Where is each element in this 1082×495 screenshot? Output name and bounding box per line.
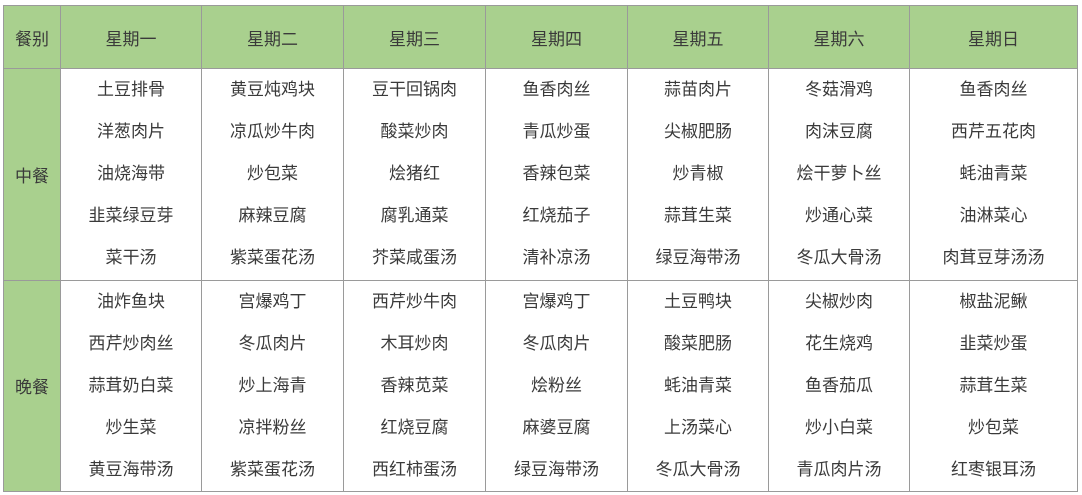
menu-cell: 油炸鱼块西芹炒肉丝蒜茸奶白菜炒生菜黄豆海带汤 xyxy=(60,279,202,492)
menu-cell: 宫爆鸡丁冬瓜肉片炒上海青凉拌粉丝紫菜蛋花汤 xyxy=(201,279,344,492)
dish-item: 菜干汤 xyxy=(105,248,157,269)
day-header: 星期一 xyxy=(60,5,202,69)
dish-item: 腐乳通菜 xyxy=(380,206,449,227)
dish-item: 油淋菜心 xyxy=(959,206,1028,227)
dish-item: 鱼香肉丝 xyxy=(522,80,591,101)
dish-item: 红烧豆腐 xyxy=(380,417,449,438)
day-header: 星期四 xyxy=(485,5,628,69)
day-header: 星期六 xyxy=(768,5,910,69)
dish-item: 炒青椒 xyxy=(672,164,724,185)
dish-item: 紫菜蛋花汤 xyxy=(230,248,315,269)
dish-item: 冬瓜大骨汤 xyxy=(796,248,882,269)
dish-item: 蚝油青菜 xyxy=(664,375,732,396)
menu-cell: 豆干回锅肉酸菜炒肉烩猪红腐乳通菜芥菜咸蛋汤 xyxy=(343,68,486,281)
day-header: 星期二 xyxy=(201,5,344,69)
dish-item: 冬瓜肉片 xyxy=(238,333,307,354)
dish-item: 油烧海带 xyxy=(97,164,165,185)
dish-item: 土豆排骨 xyxy=(97,80,165,101)
dish-item: 炒包菜 xyxy=(968,417,1019,438)
menu-cell: 鱼香肉丝青瓜炒蛋香辣包菜红烧茄子清补凉汤 xyxy=(485,68,628,281)
dish-item: 黄豆海带汤 xyxy=(88,459,174,480)
menu-cell: 西芹炒牛肉木耳炒肉香辣苋菜红烧豆腐西红柿蛋汤 xyxy=(343,279,486,492)
dish-item: 青瓜肉片汤 xyxy=(796,459,882,480)
dish-item: 韭菜炒蛋 xyxy=(959,333,1028,354)
dish-item: 蒜苗肉片 xyxy=(664,80,732,101)
day-header: 星期日 xyxy=(909,5,1078,69)
dish-item: 肉茸豆芽汤汤 xyxy=(942,248,1045,269)
dish-item: 冬菇滑鸡 xyxy=(805,80,873,101)
dish-item: 蒜茸生菜 xyxy=(664,206,732,227)
dish-item: 韭菜绿豆芽 xyxy=(88,206,174,227)
dish-item: 紫菜蛋花汤 xyxy=(230,459,315,480)
meal-type-label: 晚餐 xyxy=(3,279,61,492)
dish-item: 宫爆鸡丁 xyxy=(238,291,307,312)
dish-item: 宫爆鸡丁 xyxy=(522,291,591,312)
dish-item: 红枣银耳汤 xyxy=(951,459,1036,480)
dish-item: 酸菜炒肉 xyxy=(380,122,449,143)
menu-cell: 黄豆炖鸡块凉瓜炒牛肉炒包菜麻辣豆腐紫菜蛋花汤 xyxy=(201,68,344,281)
dish-item: 烩粉丝 xyxy=(531,375,582,396)
dish-item: 香辣苋菜 xyxy=(380,375,449,396)
dish-item: 炒上海青 xyxy=(238,375,307,396)
dish-item: 油炸鱼块 xyxy=(97,291,165,312)
menu-cell: 土豆排骨洋葱肉片油烧海带韭菜绿豆芽菜干汤 xyxy=(60,68,202,281)
meal-row: 中餐 土豆排骨 洋葱肉片 油烧海带 韭菜绿豆芽 菜干汤 黄豆炖鸡块 凉瓜炒牛肉 炒包菜 麻辣豆腐紫… xyxy=(3,68,1078,281)
dish-item: 西芹五花肉 xyxy=(951,122,1036,143)
dish-item: 酸菜肥肠 xyxy=(664,333,732,354)
dish-item: 炒包菜 xyxy=(247,164,298,185)
menu-cell: 宫爆鸡丁冬瓜肉片烩粉丝麻婆豆腐绿豆海带汤 xyxy=(485,279,628,492)
dish-item: 冬瓜大骨汤 xyxy=(655,459,741,480)
dish-item: 绿豆海带汤 xyxy=(514,459,599,480)
dish-item: 西红柿蛋汤 xyxy=(372,459,457,480)
day-header: 星期五 xyxy=(627,5,769,69)
dish-item: 西芹炒牛肉 xyxy=(372,291,457,312)
weekly-menu-table: 餐别 星期一 星期二 星期三 星期四 星期五 星期六 星期日 中餐 土豆排骨 洋葱肉片 油烧海带韭… xyxy=(3,5,1078,492)
dish-item: 清补凉汤 xyxy=(522,248,591,269)
dish-item: 西芹炒肉丝 xyxy=(88,333,174,354)
meal-row: 晚餐 油炸鱼块 西芹炒肉丝 蒜茸奶白菜 炒生菜 黄豆海带汤 宫爆鸡丁 冬瓜肉片 炒上海青 凉拌粉丝… xyxy=(3,279,1078,492)
day-header: 星期三 xyxy=(343,5,486,69)
menu-cell: 尖椒炒肉花生烧鸡鱼香茄瓜炒小白菜青瓜肉片汤 xyxy=(768,279,910,492)
dish-item: 蒜茸奶白菜 xyxy=(88,375,174,396)
dish-item: 木耳炒肉 xyxy=(380,333,449,354)
meal-type-label: 中餐 xyxy=(3,68,61,281)
dish-item: 凉瓜炒牛肉 xyxy=(230,122,315,143)
dish-item: 肉沫豆腐 xyxy=(805,122,873,143)
menu-cell: 椒盐泥鳅韭菜炒蛋蒜茸生菜炒包菜红枣银耳汤 xyxy=(909,279,1078,492)
dish-item: 炒小白菜 xyxy=(805,417,873,438)
dish-item: 洋葱肉片 xyxy=(97,122,165,143)
header-row: 餐别 星期一 星期二 星期三 星期四 星期五 星期六 星期日 xyxy=(3,5,1078,69)
dish-item: 花生烧鸡 xyxy=(805,333,873,354)
dish-item: 麻婆豆腐 xyxy=(522,417,591,438)
dish-item: 芥菜咸蛋汤 xyxy=(372,248,457,269)
dish-item: 蒜茸生菜 xyxy=(959,375,1028,396)
dish-item: 尖椒炒肉 xyxy=(805,291,873,312)
meal-type-header: 餐别 xyxy=(3,5,61,69)
dish-item: 土豆鸭块 xyxy=(664,291,732,312)
dish-item: 炒生菜 xyxy=(105,417,157,438)
dish-item: 香辣包菜 xyxy=(522,164,591,185)
dish-item: 蚝油青菜 xyxy=(959,164,1028,185)
dish-item: 冬瓜肉片 xyxy=(522,333,591,354)
dish-item: 红烧茄子 xyxy=(522,206,591,227)
menu-cell: 土豆鸭块酸菜肥肠蚝油青菜上汤菜心冬瓜大骨汤 xyxy=(627,279,769,492)
dish-item: 鱼香茄瓜 xyxy=(805,375,873,396)
menu-cell: 冬菇滑鸡肉沫豆腐烩干萝卜丝炒通心菜冬瓜大骨汤 xyxy=(768,68,910,281)
dish-item: 鱼香肉丝 xyxy=(959,80,1028,101)
dish-item: 上汤菜心 xyxy=(664,417,732,438)
dish-item: 尖椒肥肠 xyxy=(664,122,732,143)
dish-item: 凉拌粉丝 xyxy=(238,417,307,438)
dish-item: 炒通心菜 xyxy=(805,206,873,227)
dish-item: 烩干萝卜丝 xyxy=(796,164,882,185)
dish-item: 绿豆海带汤 xyxy=(655,248,741,269)
dish-item: 豆干回锅肉 xyxy=(372,80,457,101)
menu-cell: 蒜苗肉片尖椒肥肠炒青椒蒜茸生菜绿豆海带汤 xyxy=(627,68,769,281)
menu-cell: 鱼香肉丝西芹五花肉蚝油青菜油淋菜心肉茸豆芽汤汤 xyxy=(909,68,1078,281)
dish-item: 青瓜炒蛋 xyxy=(522,122,591,143)
dish-item: 椒盐泥鳅 xyxy=(959,291,1028,312)
dish-item: 烩猪红 xyxy=(389,164,440,185)
dish-item: 麻辣豆腐 xyxy=(238,206,307,227)
dish-item: 黄豆炖鸡块 xyxy=(230,80,315,101)
